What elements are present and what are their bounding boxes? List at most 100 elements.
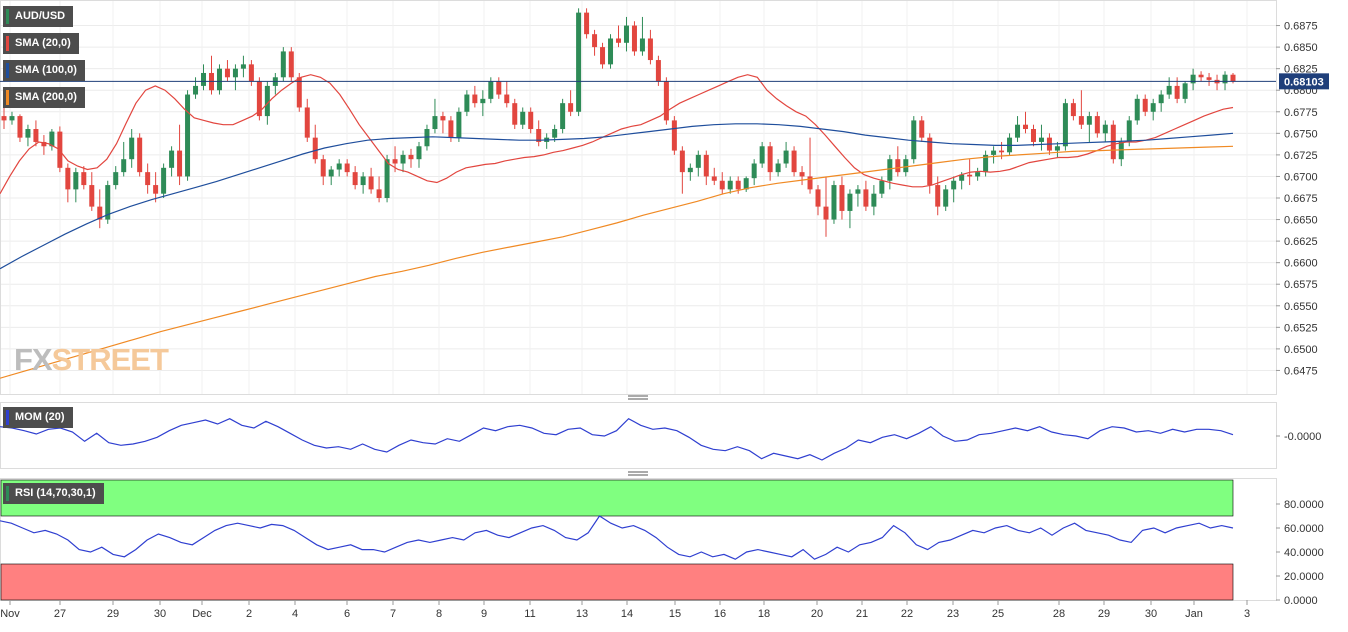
- candle-body: [1126, 120, 1132, 142]
- candle-body: [863, 189, 869, 207]
- candle-body: [1222, 74, 1228, 84]
- time-tick-label: Dec: [192, 608, 212, 620]
- legend-mom[interactable]: MOM (20): [3, 407, 73, 428]
- legend-audusd-swatch: [6, 9, 9, 24]
- candle-body: [911, 120, 917, 160]
- candle-body: [169, 150, 175, 168]
- candle-body: [847, 193, 853, 211]
- candle-body: [416, 146, 422, 160]
- mom-panel: [0, 402, 1277, 469]
- series: [0, 8, 1276, 560]
- candle-body: [384, 159, 390, 198]
- legend-audusd[interactable]: AUD/USD: [3, 6, 74, 27]
- rsi-tick-label: 80.0000: [1284, 499, 1324, 511]
- candle-body: [512, 103, 518, 125]
- time-tick-label: 23: [947, 608, 959, 620]
- mom-panel-resize-handle[interactable]: [628, 471, 648, 476]
- candle-body: [1174, 85, 1180, 99]
- time-tick-label: 15: [669, 608, 681, 620]
- time-tick-label: 16: [714, 608, 726, 620]
- candle-body: [592, 34, 598, 48]
- price-panel-resize-handle[interactable]: [628, 395, 648, 400]
- candle-body: [919, 120, 925, 138]
- candle-body: [647, 38, 653, 61]
- candle-body: [1038, 137, 1044, 142]
- rsi-tick-label: 60.0000: [1284, 523, 1324, 535]
- legend-mom-swatch: [6, 410, 9, 425]
- candle-body: [137, 137, 143, 173]
- candle-body: [639, 38, 645, 52]
- candle-body: [424, 129, 430, 147]
- candle-body: [1030, 129, 1036, 142]
- legend-sma200[interactable]: SMA (200,0): [3, 87, 85, 108]
- price-tick-label: 0.6825: [1284, 64, 1318, 76]
- legend-rsi[interactable]: RSI (14,70,30,1): [3, 483, 104, 504]
- legend-sma100[interactable]: SMA (100,0): [3, 60, 85, 81]
- candle-body: [903, 159, 909, 173]
- price-tick-label: 0.6875: [1284, 21, 1318, 33]
- candle-body: [759, 146, 765, 164]
- candle-body: [895, 159, 901, 173]
- candle-body: [368, 176, 374, 190]
- candle-body: [1070, 103, 1076, 117]
- candle-body: [735, 180, 741, 190]
- legend-sma200-label: SMA (200,0): [15, 91, 77, 103]
- candle-body: [185, 94, 191, 177]
- legend-sma20[interactable]: SMA (20,0): [3, 33, 79, 54]
- candle-body: [751, 163, 757, 179]
- candle-body: [999, 150, 1005, 153]
- time-tick-label: 7: [390, 608, 396, 620]
- candle-body: [432, 116, 438, 130]
- candle-body: [177, 150, 183, 177]
- candle-body: [799, 172, 805, 177]
- candle-body: [560, 103, 566, 130]
- candle-body: [831, 185, 837, 220]
- time-tick-label: 28: [1053, 608, 1065, 620]
- candle-body: [161, 167, 167, 194]
- time-tick-label: 29: [107, 608, 119, 620]
- candle-body: [376, 189, 382, 198]
- candle-body: [224, 68, 230, 78]
- candle-body: [695, 154, 701, 168]
- candle-body: [129, 137, 135, 160]
- candle-body: [1150, 103, 1156, 112]
- candle-body: [480, 98, 486, 104]
- time-tick-label: 20: [811, 608, 823, 620]
- candle-body: [991, 150, 997, 155]
- candle-body: [248, 64, 254, 82]
- candle-body: [49, 131, 55, 147]
- price-tick-label: 0.6600: [1284, 258, 1318, 270]
- candle-body: [1206, 77, 1212, 80]
- candle-body: [616, 38, 621, 43]
- time-tick-label: 4: [292, 608, 298, 620]
- candle-body: [105, 185, 111, 220]
- candle-body: [711, 176, 717, 181]
- time-tick-label: 6: [344, 608, 350, 620]
- candle-body: [663, 81, 669, 121]
- candle-body: [1078, 116, 1084, 125]
- candle-body: [1118, 141, 1124, 160]
- candle-body: [57, 131, 63, 168]
- candle-body: [504, 94, 510, 104]
- rsi-zones: [0, 479, 1234, 601]
- time-tick-label: 3: [1244, 608, 1250, 620]
- candle-body: [464, 94, 470, 112]
- candle-body: [839, 185, 845, 211]
- price-tick-label: 0.6550: [1284, 301, 1318, 313]
- time-tick-label: 14: [621, 608, 633, 620]
- time-tick-label: 9: [481, 608, 487, 620]
- price-tick-label: 0.6575: [1284, 279, 1318, 291]
- time-tick-label: 13: [576, 608, 588, 620]
- candle-body: [1015, 124, 1021, 138]
- candle-body: [935, 185, 941, 207]
- candle-body: [456, 111, 462, 138]
- candle-body: [1158, 94, 1164, 104]
- time-tick-label: 21: [856, 608, 868, 620]
- candle-body: [1182, 83, 1188, 99]
- candle-body: [448, 120, 454, 138]
- candle-body: [887, 159, 893, 181]
- legend-mom-label: MOM (20): [15, 411, 65, 423]
- candle-body: [679, 150, 685, 173]
- legend-sma20-label: SMA (20,0): [15, 37, 71, 49]
- candle-body: [296, 77, 302, 108]
